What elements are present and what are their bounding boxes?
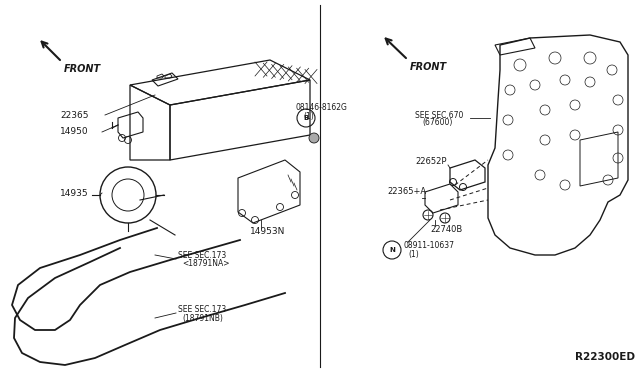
Text: <18791NA>: <18791NA> [182, 260, 230, 269]
Circle shape [309, 133, 319, 143]
Text: B: B [303, 115, 308, 121]
Text: R22300ED: R22300ED [575, 352, 635, 362]
Text: 22652P: 22652P [415, 157, 447, 167]
Text: 08146-8162G: 08146-8162G [295, 103, 347, 112]
Text: 14950: 14950 [60, 128, 88, 137]
Text: SEE SEC.670: SEE SEC.670 [415, 110, 463, 119]
Text: (1): (1) [408, 250, 419, 259]
Text: (18791NB): (18791NB) [182, 314, 223, 323]
Text: FRONT: FRONT [64, 64, 101, 74]
Text: (67600): (67600) [422, 119, 452, 128]
Text: SEE SEC.173: SEE SEC.173 [178, 251, 227, 260]
Text: 08911-10637: 08911-10637 [403, 241, 454, 250]
Text: FRONT: FRONT [410, 62, 447, 72]
Text: 14953N: 14953N [250, 228, 285, 237]
Text: N: N [389, 247, 395, 253]
Text: (1): (1) [303, 112, 314, 121]
Text: 14935: 14935 [60, 189, 88, 198]
Text: 22365+A: 22365+A [387, 187, 426, 196]
Text: 22740B: 22740B [430, 225, 462, 234]
Text: 22365: 22365 [60, 110, 88, 119]
Text: SEE SEC.173: SEE SEC.173 [178, 305, 227, 314]
